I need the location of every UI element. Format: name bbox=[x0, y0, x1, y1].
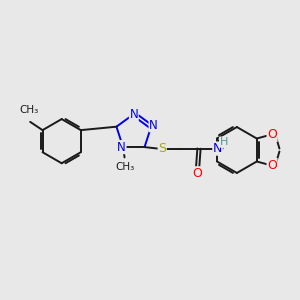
Text: N: N bbox=[149, 119, 158, 132]
Text: S: S bbox=[158, 142, 166, 155]
Text: H: H bbox=[220, 137, 228, 147]
Text: CH₃: CH₃ bbox=[20, 105, 39, 116]
Text: N: N bbox=[213, 142, 222, 155]
Text: O: O bbox=[267, 128, 277, 142]
Text: N: N bbox=[129, 108, 138, 121]
Text: N: N bbox=[117, 141, 126, 154]
Text: O: O bbox=[193, 167, 202, 180]
Text: CH₃: CH₃ bbox=[115, 162, 134, 172]
Text: O: O bbox=[267, 158, 277, 172]
